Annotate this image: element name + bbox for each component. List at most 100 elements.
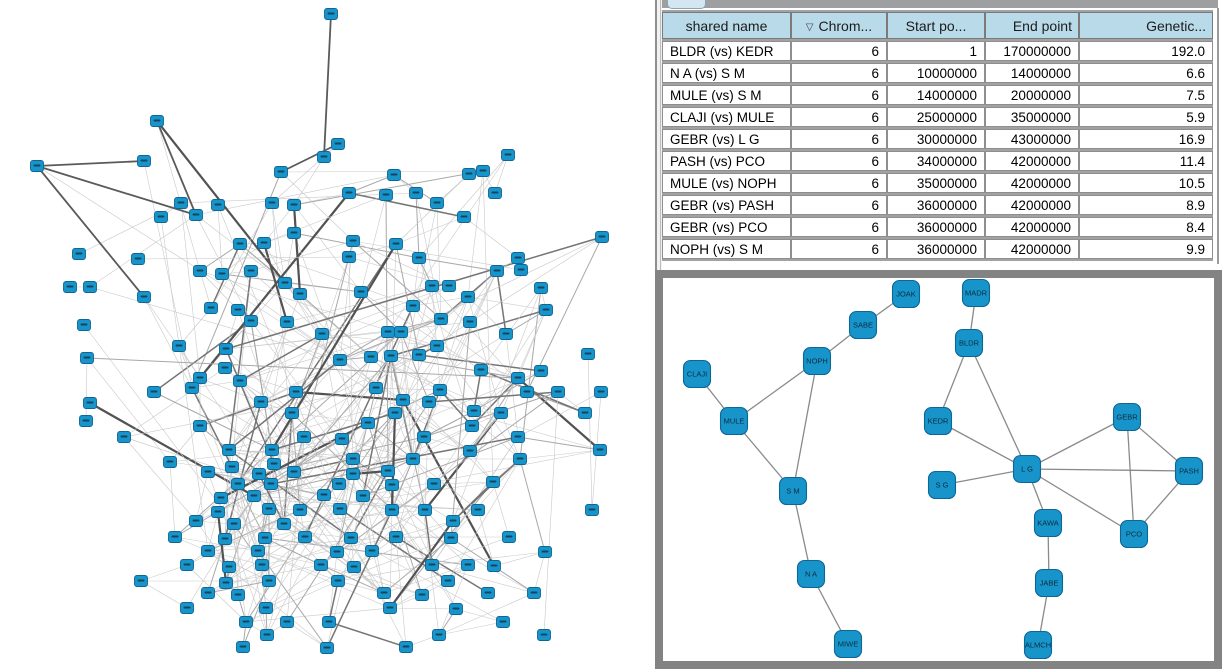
network-node[interactable] <box>317 489 331 501</box>
network-node[interactable] <box>265 444 279 456</box>
network-node[interactable] <box>534 282 548 294</box>
network-node[interactable] <box>287 227 301 239</box>
network-node[interactable] <box>406 300 420 312</box>
network-node[interactable] <box>259 602 273 614</box>
network-node[interactable]: MADR <box>961 278 991 308</box>
network-node[interactable] <box>463 316 477 328</box>
cell-shared-name[interactable]: MULE (vs) S M <box>662 85 791 105</box>
cell-value[interactable]: 35000000 <box>887 173 985 193</box>
network-node[interactable] <box>174 197 188 209</box>
network-node[interactable] <box>233 238 247 250</box>
cell-value[interactable]: 42000000 <box>985 195 1079 215</box>
network-node[interactable] <box>131 253 145 265</box>
column-header[interactable]: Genetic... <box>1079 12 1213 39</box>
network-node[interactable] <box>511 431 525 443</box>
network-node[interactable] <box>418 504 432 516</box>
network-node[interactable] <box>297 431 311 443</box>
table-row[interactable]: GEBR (vs) L G 6 30000000 43000000 16.9 <box>662 129 1213 149</box>
cell-value[interactable]: 8.4 <box>1079 217 1213 237</box>
network-node[interactable] <box>514 264 528 276</box>
network-node[interactable] <box>222 444 236 456</box>
network-node[interactable] <box>527 587 541 599</box>
network-node[interactable]: S M <box>778 476 808 506</box>
network-node[interactable] <box>487 560 501 572</box>
cell-value[interactable]: 6.6 <box>1079 63 1213 83</box>
network-node[interactable] <box>356 490 370 502</box>
network-node[interactable] <box>63 281 77 293</box>
network-node[interactable] <box>317 151 331 163</box>
network-node[interactable] <box>346 468 360 480</box>
network-node[interactable]: SABE <box>848 310 878 340</box>
network-node[interactable] <box>333 503 347 515</box>
network-node[interactable]: ALMCH <box>1023 630 1053 660</box>
network-node[interactable] <box>346 453 360 465</box>
network-node[interactable] <box>422 396 436 408</box>
network-node[interactable] <box>30 160 44 172</box>
cell-value[interactable]: 10.5 <box>1079 173 1213 193</box>
network-node[interactable] <box>425 559 439 571</box>
network-node[interactable] <box>425 280 439 292</box>
cell-shared-name[interactable]: NOPH (vs) S M <box>662 239 791 259</box>
cell-value[interactable]: 6 <box>791 129 887 149</box>
network-node[interactable] <box>434 313 448 325</box>
network-node[interactable] <box>324 8 338 20</box>
cell-value[interactable]: 30000000 <box>887 129 985 149</box>
network-node[interactable] <box>342 187 356 199</box>
network-node[interactable] <box>77 319 91 331</box>
network-node[interactable] <box>467 405 481 417</box>
cell-value[interactable]: 42000000 <box>985 217 1079 237</box>
network-node[interactable] <box>262 575 276 587</box>
network-node[interactable] <box>347 561 361 573</box>
network-node[interactable] <box>461 291 475 303</box>
network-node[interactable] <box>80 352 94 364</box>
subnetwork-canvas[interactable]: JOAK SABE NOPH CLAJI MULE S M N A MIWE MADR BLDR K… <box>663 278 1214 661</box>
network-node[interactable] <box>412 349 426 361</box>
network-node[interactable] <box>332 478 346 490</box>
network-node[interactable] <box>258 532 272 544</box>
network-node[interactable] <box>330 546 344 558</box>
cell-value[interactable]: 35000000 <box>985 107 1079 127</box>
network-node[interactable]: L G <box>1012 454 1042 484</box>
network-node[interactable]: MULE <box>719 406 749 436</box>
table-row[interactable]: MULE (vs) S M 6 14000000 20000000 7.5 <box>662 85 1213 105</box>
network-node[interactable] <box>379 189 393 201</box>
network-node[interactable] <box>385 504 399 516</box>
network-node[interactable] <box>486 476 500 488</box>
network-node[interactable]: JOAK <box>891 279 921 309</box>
network-node[interactable] <box>342 251 356 263</box>
network-node[interactable] <box>551 386 565 398</box>
network-node[interactable] <box>280 316 294 328</box>
network-node[interactable] <box>287 466 301 478</box>
network-node[interactable] <box>578 407 592 419</box>
network-node[interactable]: MIWE <box>833 629 863 659</box>
panel-tab[interactable] <box>667 0 706 9</box>
network-node[interactable] <box>231 304 245 316</box>
network-node[interactable] <box>215 268 229 280</box>
network-node[interactable] <box>409 187 423 199</box>
cell-value[interactable]: 7.5 <box>1079 85 1213 105</box>
network-node[interactable] <box>278 277 292 289</box>
table-row[interactable]: N A (vs) S M 6 10000000 14000000 6.6 <box>662 63 1213 83</box>
network-node[interactable] <box>399 641 413 653</box>
network-node[interactable] <box>201 466 215 478</box>
network-node[interactable] <box>490 265 504 277</box>
network-node[interactable] <box>137 291 151 303</box>
network-node[interactable] <box>267 458 281 470</box>
network-node[interactable] <box>520 386 534 398</box>
network-node[interactable] <box>231 589 245 601</box>
network-node[interactable] <box>385 479 399 491</box>
network-node[interactable] <box>254 396 268 408</box>
cell-shared-name[interactable]: MULE (vs) NOPH <box>662 173 791 193</box>
network-node[interactable] <box>361 417 375 429</box>
panel-splitter[interactable] <box>655 0 662 270</box>
network-node[interactable] <box>180 559 194 571</box>
network-node[interactable] <box>441 575 455 587</box>
network-node[interactable] <box>481 587 495 599</box>
cell-value[interactable]: 36000000 <box>887 195 985 215</box>
network-node[interactable]: PCO <box>1119 519 1149 549</box>
network-node[interactable] <box>396 394 410 406</box>
cell-shared-name[interactable]: PASH (vs) PCO <box>662 151 791 171</box>
network-node[interactable] <box>265 197 279 209</box>
network-node[interactable] <box>227 518 241 530</box>
network-node[interactable] <box>185 382 199 394</box>
